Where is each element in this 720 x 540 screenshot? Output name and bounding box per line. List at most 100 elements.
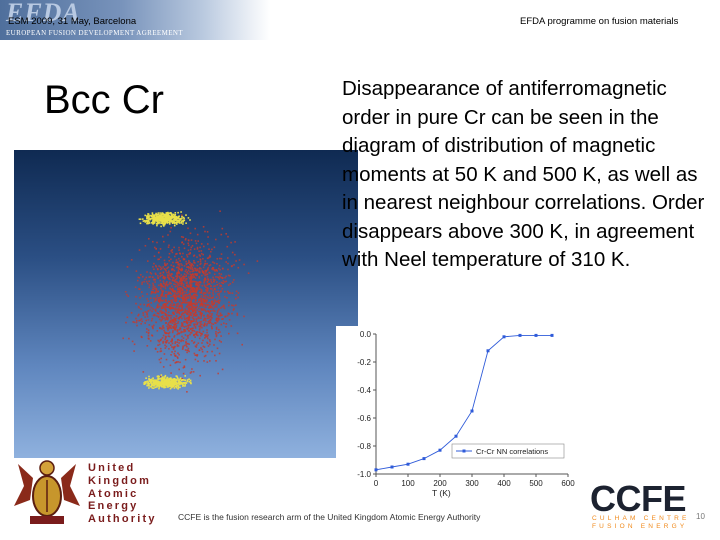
moment-cluster-point — [159, 216, 161, 219]
moment-point — [220, 323, 223, 326]
moment-point — [209, 256, 212, 258]
moment-cluster-point — [168, 384, 170, 387]
moment-point — [130, 259, 133, 261]
moment-point — [221, 227, 224, 230]
moment-point — [156, 330, 159, 332]
moment-point — [219, 331, 221, 333]
moment-point — [164, 313, 167, 316]
moment-point — [185, 271, 188, 274]
moment-point — [198, 307, 200, 310]
moment-point — [215, 317, 218, 320]
moment-point — [216, 313, 218, 316]
moment-point — [195, 270, 198, 272]
moment-point — [145, 280, 148, 283]
moment-cluster-point — [138, 218, 141, 220]
moment-point — [161, 294, 164, 297]
moment-point — [182, 277, 185, 279]
moment-point — [187, 349, 189, 352]
moment-point — [190, 320, 193, 323]
moment-point — [178, 304, 181, 307]
moment-point — [181, 313, 183, 316]
moment-point — [172, 359, 175, 362]
moment-cluster-point — [182, 379, 185, 381]
moment-point — [196, 303, 198, 305]
moment-point — [166, 302, 168, 304]
moment-point — [148, 284, 151, 286]
ukaea-line: United — [88, 462, 136, 474]
moment-point — [177, 290, 179, 293]
moment-point — [210, 297, 213, 300]
moment-point — [236, 332, 239, 335]
moment-point — [198, 331, 201, 334]
moment-point — [214, 305, 216, 308]
moment-point — [212, 293, 215, 296]
moment-cluster-point — [147, 382, 149, 385]
moment-point — [198, 310, 200, 313]
moment-point — [193, 296, 196, 299]
moment-point — [180, 282, 182, 285]
ccfe-sub-line: FUSION ENERGY — [592, 523, 688, 531]
moment-point — [171, 322, 174, 324]
moment-point — [204, 337, 206, 339]
moment-point — [182, 340, 185, 342]
moment-point — [191, 289, 194, 292]
moment-point — [186, 351, 188, 354]
moment-point — [231, 304, 233, 307]
moment-point — [193, 288, 195, 291]
moment-point — [166, 314, 168, 316]
moment-point — [160, 295, 163, 298]
moment-point — [210, 314, 213, 317]
moment-point — [206, 291, 209, 293]
moment-cluster-point — [166, 221, 169, 223]
moment-cluster-point — [162, 216, 164, 219]
moment-point — [199, 297, 202, 300]
ccfe-logo-subtitle: CULHAM CENTRE FUSION ENERGY — [592, 515, 690, 531]
moment-point — [126, 316, 129, 319]
moment-cluster-point — [165, 216, 168, 218]
moment-point — [191, 277, 194, 279]
moment-point — [200, 289, 203, 291]
moment-point — [164, 278, 166, 280]
moment-point — [167, 293, 170, 295]
moment-cluster-point — [171, 382, 173, 385]
moment-point — [196, 256, 198, 258]
moment-point — [205, 269, 208, 272]
moment-point — [222, 280, 225, 282]
moment-point — [153, 278, 156, 281]
moment-point — [154, 347, 157, 350]
moment-point — [177, 269, 180, 271]
moment-point — [160, 294, 162, 296]
moment-point — [211, 317, 213, 319]
moment-point — [186, 327, 188, 330]
moment-point — [154, 272, 157, 275]
moment-cluster-point — [146, 384, 148, 387]
moment-point — [148, 324, 151, 326]
moment-point — [209, 264, 212, 266]
moment-cluster-point — [147, 220, 149, 222]
moment-point — [193, 323, 195, 325]
moment-point — [170, 226, 172, 229]
moment-point — [150, 302, 152, 304]
moment-point — [173, 280, 176, 283]
moment-point — [183, 287, 186, 289]
moment-point — [161, 318, 163, 321]
moment-point — [187, 227, 189, 230]
moment-point — [163, 353, 166, 355]
moment-point — [150, 292, 153, 295]
moment-cluster-point — [168, 217, 171, 220]
moment-cluster-point — [174, 380, 177, 382]
moment-point — [157, 277, 160, 279]
moment-point — [162, 299, 164, 302]
moment-point — [194, 304, 197, 306]
x-tick-label: 100 — [401, 479, 415, 488]
moment-point — [178, 275, 181, 278]
moment-point — [198, 268, 200, 270]
moment-point — [179, 282, 181, 285]
moment-cluster-point — [184, 382, 186, 384]
moment-point — [181, 339, 183, 341]
moment-point — [158, 265, 160, 267]
moment-point — [159, 327, 162, 330]
moment-point — [146, 271, 148, 273]
moment-point — [210, 322, 213, 325]
moment-point — [190, 280, 193, 283]
